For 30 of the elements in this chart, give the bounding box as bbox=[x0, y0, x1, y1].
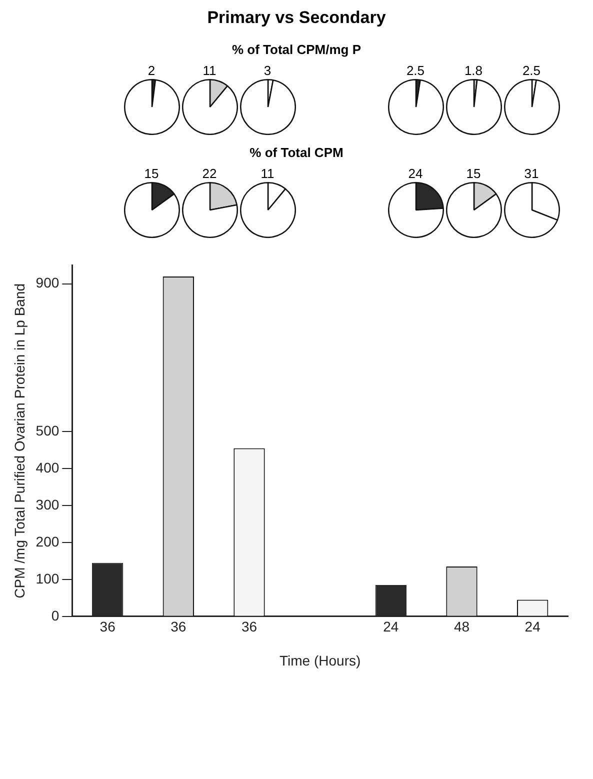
data-label: 31 bbox=[523, 166, 540, 182]
y-tick-label: 100 bbox=[36, 570, 60, 586]
y-tick-label: 900 bbox=[36, 274, 60, 291]
x-tick-label: 36 bbox=[241, 618, 258, 635]
data-label: 15 bbox=[143, 166, 160, 182]
data-label: 2.5 bbox=[405, 63, 426, 79]
y-tick-label: 400 bbox=[36, 459, 60, 476]
x-tick-label: 36 bbox=[170, 618, 186, 635]
y-axis-title: CPM /mg Total Purified Ovarian Protein in Lp Band bbox=[11, 283, 28, 598]
x-tick-label: 36 bbox=[100, 618, 116, 635]
y-tick-label: 200 bbox=[36, 533, 60, 550]
text: % of Total CPM bbox=[250, 145, 344, 160]
x-tick-label: 48 bbox=[454, 618, 470, 635]
text: Primary vs Secondary bbox=[207, 8, 386, 27]
y-tick-label: 300 bbox=[36, 496, 60, 512]
data-label: 2.5 bbox=[521, 63, 542, 79]
y-tick-label: 500 bbox=[36, 422, 60, 439]
data-label: 1.8 bbox=[463, 63, 484, 79]
x-axis-title: Time (Hours) bbox=[280, 652, 361, 668]
data-label: 11 bbox=[202, 63, 218, 79]
data-label: 2 bbox=[146, 63, 156, 79]
data-label: 15 bbox=[465, 166, 482, 182]
data-label: 22 bbox=[201, 166, 218, 182]
data-label: 24 bbox=[407, 166, 424, 182]
data-label: 11 bbox=[260, 166, 276, 182]
data-label: 3 bbox=[262, 63, 272, 79]
y-tick-label: 0 bbox=[51, 607, 60, 624]
text: % of Total CPM/mg P bbox=[232, 42, 362, 57]
x-tick-label: 24 bbox=[524, 618, 541, 635]
x-tick-label: 24 bbox=[383, 618, 399, 635]
